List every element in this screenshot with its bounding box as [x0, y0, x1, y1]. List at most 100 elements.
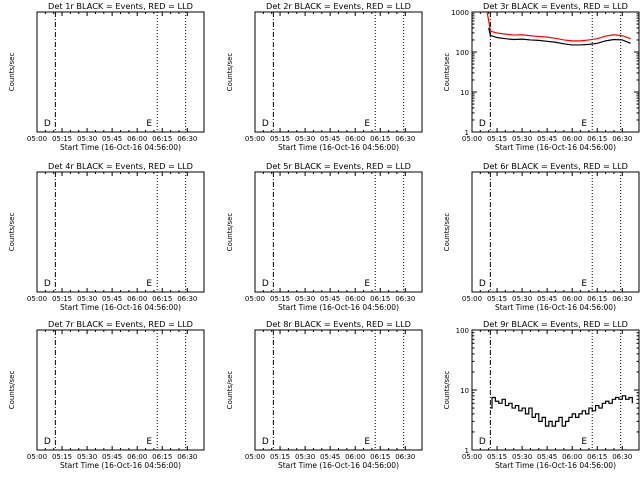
x-tick-label: 05:45	[102, 453, 122, 461]
x-tick-label: 05:00	[462, 295, 482, 303]
y-tick-label: 1	[465, 447, 469, 455]
time-marker-label: E	[146, 437, 152, 447]
y-tick-label: 10	[460, 387, 469, 395]
x-tick-label: 05:00	[27, 135, 47, 143]
time-marker-label: E	[364, 437, 370, 447]
x-axis-label: Start Time (16-Oct-16 04:56:00)	[278, 461, 399, 470]
x-tick-label: 06:00	[562, 453, 582, 461]
plot-frame	[471, 329, 640, 451]
series-line-0	[486, 11, 631, 42]
x-axis-label: Start Time (16-Oct-16 04:56:00)	[495, 461, 616, 470]
panel-title: Det 7r BLACK = Events, RED = LLD	[48, 319, 193, 329]
x-tick-label: 06:30	[395, 295, 415, 303]
x-tick-label: 06:30	[612, 295, 632, 303]
x-tick-label: 06:00	[345, 295, 365, 303]
x-tick-label: 05:45	[102, 135, 122, 143]
x-axis-label: Start Time (16-Oct-16 04:56:00)	[495, 143, 616, 152]
y-axis-label: Counts/sec	[443, 371, 451, 410]
x-tick-label: 05:15	[270, 295, 290, 303]
x-axis-label: Start Time (16-Oct-16 04:56:00)	[60, 303, 181, 312]
x-tick-label: 06:00	[127, 295, 147, 303]
x-tick-label: 05:30	[512, 453, 532, 461]
time-marker-label: E	[146, 119, 152, 129]
x-tick-label: 05:00	[245, 295, 265, 303]
time-marker-label: E	[581, 437, 587, 447]
time-marker-label: D	[262, 119, 269, 129]
time-marker-label: D	[44, 437, 51, 447]
y-axis-label: Counts/sec	[443, 213, 451, 252]
plot-frame	[254, 171, 423, 293]
panel-title: Det 5r BLACK = Events, RED = LLD	[266, 161, 411, 171]
panel-det3r: Det 3r BLACK = Events, RED = LLD 05:00 05:…	[443, 1, 640, 152]
time-marker-label: D	[479, 279, 486, 289]
x-tick-label: 05:15	[487, 295, 507, 303]
y-tick-label: 1000	[451, 9, 469, 17]
x-tick-label: 06:30	[177, 453, 197, 461]
y-axis-label: Counts/sec	[226, 53, 234, 92]
panel-det8r: Det 8r BLACK = Events, RED = LLD 05:00 05:…	[226, 319, 423, 470]
x-tick-label: 06:00	[345, 135, 365, 143]
x-tick-label: 05:30	[295, 453, 315, 461]
series-line-0	[490, 395, 633, 427]
panel-title: Det 6r BLACK = Events, RED = LLD	[483, 161, 628, 171]
panel-title: Det 1r BLACK = Events, RED = LLD	[48, 1, 193, 11]
x-tick-label: 06:30	[395, 453, 415, 461]
time-marker-label: E	[146, 279, 152, 289]
x-tick-label: 05:00	[27, 295, 47, 303]
time-marker-label: D	[44, 119, 51, 129]
panel-det5r: Det 5r BLACK = Events, RED = LLD 05:00 05:…	[226, 161, 423, 312]
x-tick-label: 06:30	[612, 453, 632, 461]
x-tick-label: 06:15	[587, 453, 607, 461]
y-tick-label: 10	[460, 89, 469, 97]
plot-frame	[471, 171, 640, 293]
y-tick-label: 100	[456, 327, 469, 335]
x-tick-label: 05:30	[77, 295, 97, 303]
time-marker-label: D	[262, 437, 269, 447]
y-axis-label: Counts/sec	[8, 213, 16, 252]
x-tick-label: 05:30	[77, 135, 97, 143]
x-tick-label: 05:15	[487, 453, 507, 461]
x-tick-label: 06:15	[152, 295, 172, 303]
time-marker-label: D	[262, 279, 269, 289]
panel-title: Det 2r BLACK = Events, RED = LLD	[266, 1, 411, 11]
plot-frame	[254, 329, 423, 451]
x-tick-label: 06:00	[562, 295, 582, 303]
x-tick-label: 05:30	[77, 453, 97, 461]
panel-title: Det 8r BLACK = Events, RED = LLD	[266, 319, 411, 329]
x-tick-label: 06:00	[127, 453, 147, 461]
panel-det2r: Det 2r BLACK = Events, RED = LLD 05:00 05:…	[226, 1, 423, 152]
plot-frame	[36, 11, 205, 133]
time-marker-label: E	[581, 279, 587, 289]
x-axis-label: Start Time (16-Oct-16 04:56:00)	[278, 303, 399, 312]
x-tick-label: 06:15	[587, 295, 607, 303]
x-tick-label: 05:15	[270, 135, 290, 143]
x-tick-label: 05:00	[462, 135, 482, 143]
plot-frame	[471, 11, 640, 133]
time-marker-label: E	[581, 119, 587, 129]
y-tick-label: 100	[456, 49, 469, 57]
x-tick-label: 06:15	[587, 135, 607, 143]
panel-det1r: Det 1r BLACK = Events, RED = LLD 05:00 05:…	[8, 1, 205, 152]
x-tick-label: 05:30	[295, 295, 315, 303]
panel-det7r: Det 7r BLACK = Events, RED = LLD 05:00 05:…	[8, 319, 205, 470]
x-tick-label: 05:15	[52, 453, 72, 461]
x-tick-label: 05:30	[295, 135, 315, 143]
panel-title: Det 4r BLACK = Events, RED = LLD	[48, 161, 193, 171]
x-tick-label: 06:15	[152, 135, 172, 143]
panel-title: Det 9r BLACK = Events, RED = LLD	[483, 319, 628, 329]
x-tick-label: 05:15	[270, 453, 290, 461]
x-tick-label: 05:00	[462, 453, 482, 461]
x-tick-label: 05:00	[245, 453, 265, 461]
panel-det9r: Det 9r BLACK = Events, RED = LLD 05:00 05:…	[443, 319, 640, 470]
y-axis-label: Counts/sec	[226, 371, 234, 410]
x-tick-label: 05:15	[52, 135, 72, 143]
panel-det4r: Det 4r BLACK = Events, RED = LLD 05:00 05:…	[8, 161, 205, 312]
x-tick-label: 05:45	[537, 295, 557, 303]
x-tick-label: 06:15	[370, 453, 390, 461]
x-tick-label: 05:45	[320, 295, 340, 303]
x-tick-label: 06:15	[152, 453, 172, 461]
x-tick-label: 05:45	[537, 453, 557, 461]
x-tick-label: 05:45	[320, 453, 340, 461]
time-marker-label: D	[479, 437, 486, 447]
